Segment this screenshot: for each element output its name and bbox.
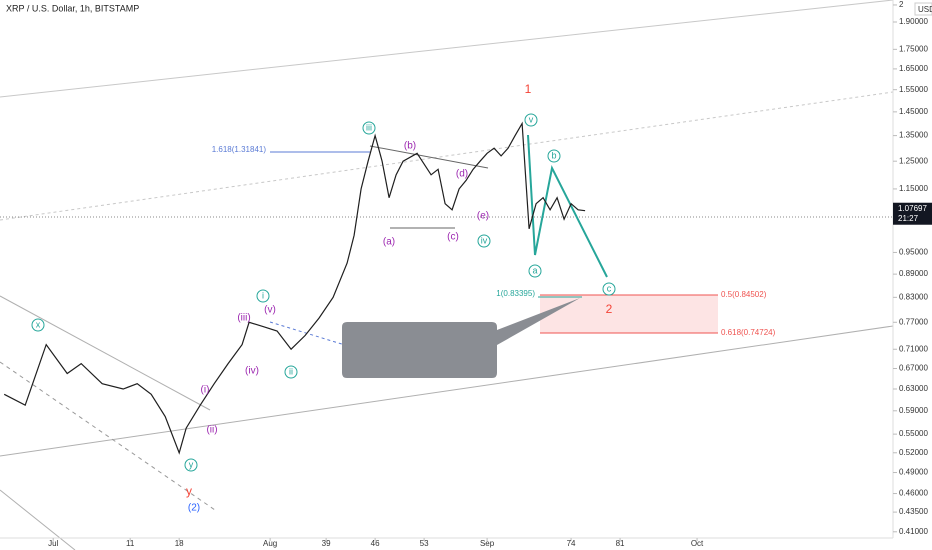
channel-line — [0, 91, 894, 221]
wave-label: y — [186, 484, 192, 498]
price-label: 1.07697 — [898, 204, 927, 213]
target-zone — [540, 295, 718, 333]
channel-line — [0, 295, 211, 411]
y-tick-label: 1.90000 — [899, 17, 928, 26]
wave-label: x — [36, 319, 41, 329]
header: XRP / U.S. Dollar, 1h, BITSTAMP — [6, 3, 139, 13]
wave-circle — [528, 264, 542, 278]
wave-label: y — [189, 459, 194, 469]
wave-label: i — [262, 290, 264, 300]
wave-circle — [362, 121, 376, 135]
wave-label: (c) — [447, 232, 459, 243]
y-tick-label: 1.35000 — [899, 131, 928, 140]
wave-circle — [256, 289, 270, 303]
y-tick-label: 2 — [899, 0, 904, 9]
wave-label: iv — [481, 235, 488, 245]
wave-circle — [31, 318, 45, 332]
wave-label: iii — [366, 122, 372, 132]
wave-circle — [477, 234, 491, 248]
y-tick-label: 0.46000 — [899, 489, 928, 498]
wave-label: (iii) — [237, 313, 250, 324]
wave-label: b — [551, 150, 556, 160]
y-tick-label: 0.89000 — [899, 269, 928, 278]
y-tick-label: 1.25000 — [899, 156, 928, 165]
y-tick-label: 0.95000 — [899, 248, 928, 257]
wave-label: (a) — [383, 237, 395, 248]
wave-circle — [184, 458, 198, 472]
projection-line — [269, 321, 346, 346]
wave-label: (iv) — [245, 366, 259, 377]
x-tick-label: Oct — [691, 539, 704, 548]
x-tick-label: 39 — [322, 539, 331, 548]
x-tick-label: 53 — [420, 539, 429, 548]
channel-line — [0, 0, 894, 98]
wave-label: (e) — [477, 211, 489, 222]
y-tick-label: 1.15000 — [899, 184, 928, 193]
channel-line — [0, 325, 894, 457]
y-tick-label: 0.67000 — [899, 364, 928, 373]
x-tick-label: Sep — [480, 539, 495, 548]
wave-circle — [547, 149, 561, 163]
y-tick-label: 0.71000 — [899, 344, 928, 353]
x-tick-label: Aug — [263, 539, 277, 548]
fib-label: 1(0.83395) — [496, 289, 535, 298]
wave-label: a — [532, 265, 537, 275]
currency: USD — [918, 5, 932, 14]
x-tick-label: 11 — [126, 539, 135, 548]
wave-label: (i) — [201, 385, 210, 396]
fib-label: 0.5(0.84502) — [721, 290, 767, 299]
y-tick-label: 1.45000 — [899, 107, 928, 116]
y-tick-label: 0.49000 — [899, 468, 928, 477]
wave-label: ii — [289, 366, 293, 376]
wave-label: (2) — [188, 503, 200, 514]
fib-label: 1.618(1.31841) — [212, 145, 267, 154]
price-label-box — [893, 202, 932, 225]
wave-circle — [284, 365, 298, 379]
wave-label: (d) — [456, 169, 468, 180]
y-tick-label: 0.63000 — [899, 384, 928, 393]
wave-circle — [524, 113, 538, 127]
fib-label: 0.618(0.74724) — [721, 328, 776, 337]
x-tick-label: 46 — [371, 539, 380, 548]
wave-label: v — [529, 114, 534, 124]
price-line — [3, 121, 586, 455]
countdown: 21:27 — [898, 214, 919, 223]
y-tick-label: 0.41000 — [899, 527, 928, 536]
y-tick-label: 0.55000 — [899, 429, 928, 438]
wave-line — [527, 134, 608, 278]
y-tick-label: 1.65000 — [899, 64, 928, 73]
wave-label: (ii) — [206, 425, 217, 436]
note-box — [342, 298, 580, 378]
wave-circle — [602, 282, 616, 296]
channel-line — [0, 489, 76, 550]
y-tick-label: 0.83000 — [899, 292, 928, 301]
x-tick-label: 81 — [616, 539, 625, 548]
wave-label: (b) — [404, 141, 416, 152]
y-tick-label: 0.43500 — [899, 507, 928, 516]
wave-label: (v) — [264, 305, 276, 316]
y-tick-label: 0.77000 — [899, 317, 928, 326]
x-tick-label: 74 — [567, 539, 576, 548]
x-tick-label: Jul — [48, 539, 58, 548]
y-tick-label: 1.55000 — [899, 85, 928, 94]
wave-label: 1 — [525, 82, 532, 96]
wave-label: 2 — [606, 302, 613, 316]
wave-label: c — [607, 283, 612, 293]
currency-box — [914, 2, 932, 16]
y-tick-label: 1.75000 — [899, 44, 928, 53]
x-tick-label: 18 — [175, 539, 184, 548]
channel-line — [0, 361, 216, 511]
triangle-line — [369, 145, 489, 169]
y-tick-label: 0.52000 — [899, 448, 928, 457]
y-tick-label: 0.59000 — [899, 406, 928, 415]
